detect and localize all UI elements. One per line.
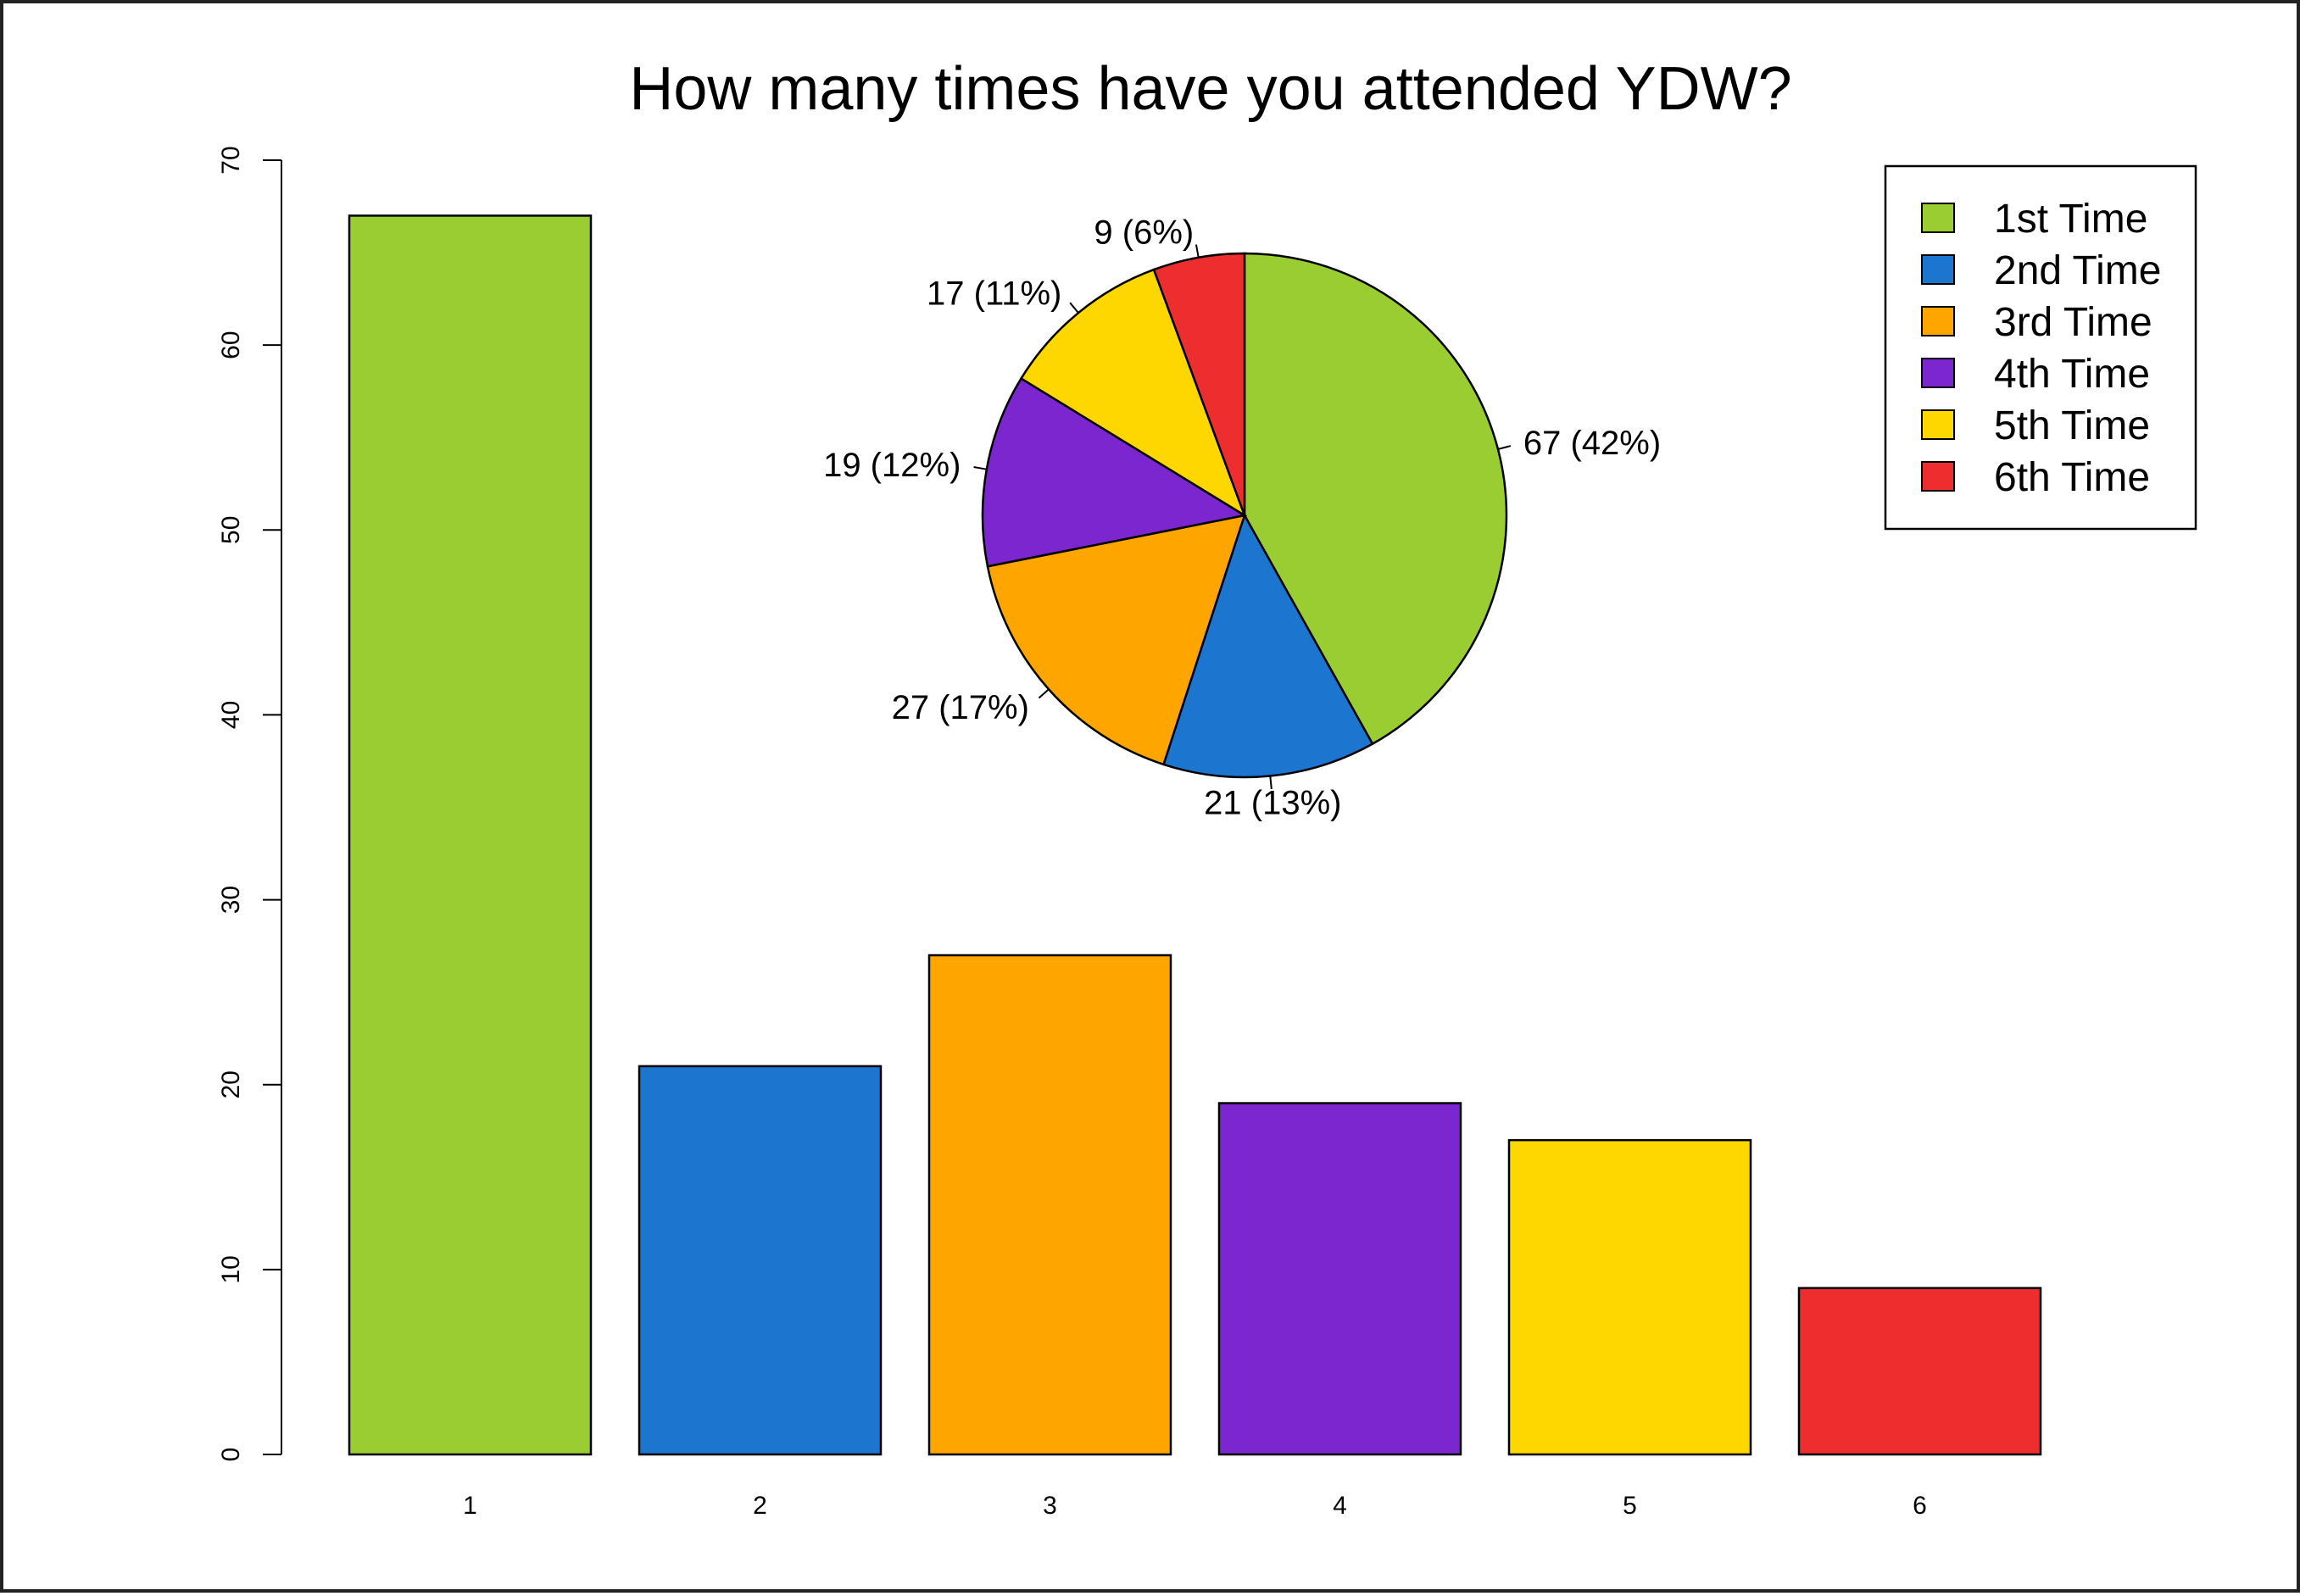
pie-slice-label: 67 (42%) <box>1523 425 1661 462</box>
bar-6 <box>1797 1287 2042 1456</box>
pie-slice-6 <box>1152 252 1246 516</box>
x-axis-tick-labels: 1 2 3 4 5 6 <box>463 1492 1927 1520</box>
bar-1 <box>348 214 593 1456</box>
y-tick-label: 70 <box>217 146 245 174</box>
y-tick-label: 10 <box>217 1255 245 1283</box>
y-axis: 0 10 20 30 40 50 60 70 <box>217 146 282 1462</box>
bar-5 <box>1507 1138 1752 1456</box>
pie-slice-label: 21 (13%) <box>1204 784 1341 821</box>
legend-swatch <box>1921 254 1955 285</box>
legend-swatch <box>1921 461 1955 492</box>
legend-entry: 5th Time <box>1994 403 2150 448</box>
x-tick-label: 3 <box>1043 1492 1057 1520</box>
legend-swatch <box>1921 306 1955 336</box>
legend-entry: 2nd Time <box>1994 248 2161 293</box>
pie-label-leader <box>1269 776 1273 789</box>
pie-slice-5 <box>1019 268 1247 518</box>
legend-entry: 6th Time <box>1994 455 2150 500</box>
pie-chart: 67 (42%) 21 (13%) 27 (17%) 19 (12%) 17 (11%)… <box>823 214 1661 821</box>
pie-label-leader <box>973 465 987 470</box>
y-tick-label: 60 <box>217 331 245 359</box>
chart-title: How many times have you attended YDW? <box>629 55 1791 123</box>
legend-swatch <box>1921 203 1955 233</box>
pie-label-leader <box>1069 302 1079 314</box>
y-tick-label: 0 <box>217 1448 245 1462</box>
pie-slice-1 <box>1243 252 1508 746</box>
chart-canvas: How many times have you attended YDW? 0 1… <box>217 55 2197 1520</box>
bar-series <box>348 214 2042 1456</box>
pie-slice-label: 19 (12%) <box>823 447 961 484</box>
x-tick-label: 1 <box>463 1492 477 1520</box>
x-tick-label: 2 <box>753 1492 767 1520</box>
y-tick-label: 40 <box>217 701 245 729</box>
y-tick-label: 20 <box>217 1070 245 1098</box>
pie-slice-label: 27 (17%) <box>892 689 1029 726</box>
y-tick-label: 50 <box>217 516 245 544</box>
legend-entry: 1st Time <box>1994 197 2147 242</box>
pie-slice-label: 9 (6%) <box>1094 214 1194 251</box>
pie-label-leader <box>1038 688 1050 699</box>
pie-slice-label: 17 (11%) <box>927 275 1061 312</box>
legend-entry: 3rd Time <box>1994 300 2152 345</box>
legend-swatch <box>1921 409 1955 440</box>
bar-2 <box>638 1065 883 1456</box>
x-tick-label: 4 <box>1333 1492 1347 1520</box>
x-tick-label: 5 <box>1623 1492 1637 1520</box>
legend: 1st Time 2nd Time 3rd Time 4th Time 5th Time… <box>1884 164 2197 531</box>
pie-slice-2 <box>1161 512 1374 779</box>
bar-4 <box>1217 1102 1462 1456</box>
pie-slice-3 <box>986 514 1246 766</box>
bar-3 <box>927 954 1172 1456</box>
y-tick-label: 30 <box>217 886 245 914</box>
legend-swatch <box>1921 358 1955 388</box>
pie-label-leader <box>1195 244 1200 258</box>
pie-label-leader <box>1497 445 1512 450</box>
legend-entry: 4th Time <box>1994 352 2150 397</box>
x-tick-label: 6 <box>1913 1492 1927 1520</box>
